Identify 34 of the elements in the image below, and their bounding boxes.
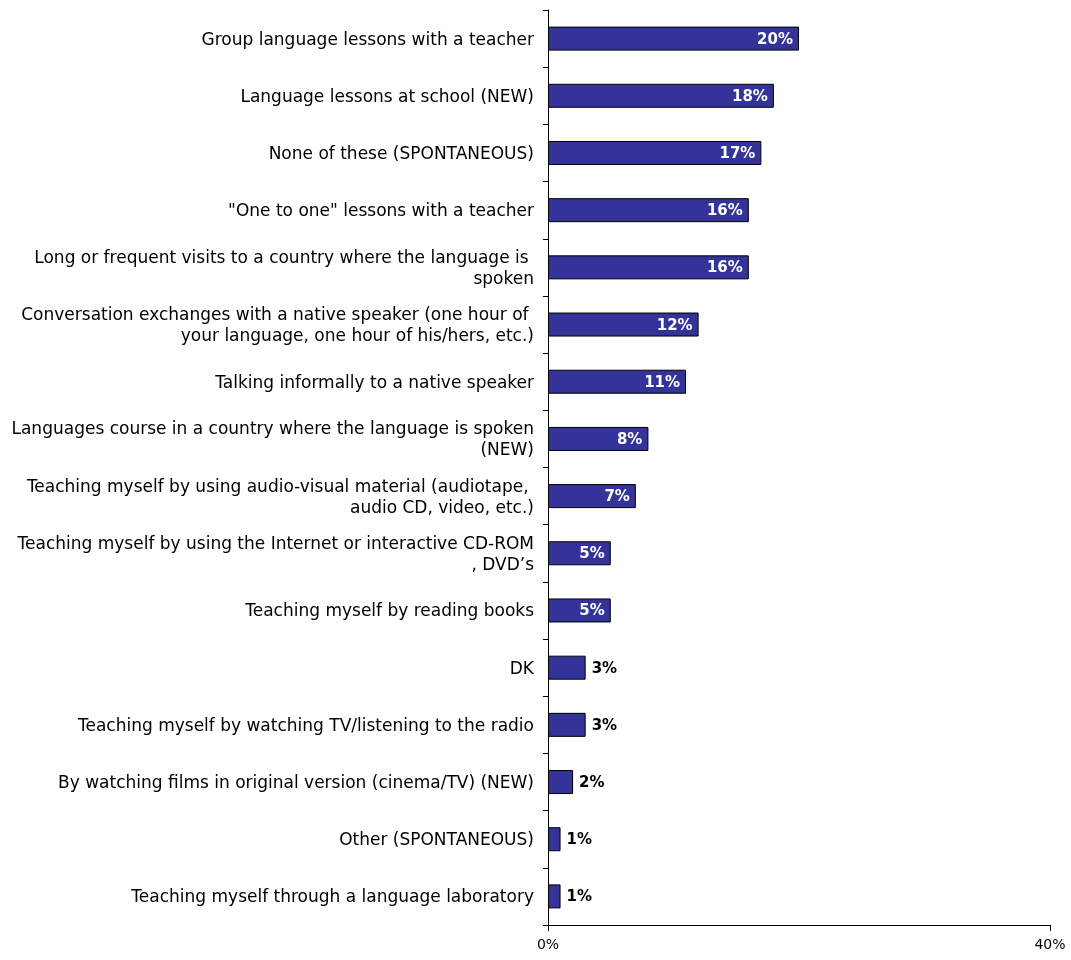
y-tick-label: DK (509, 657, 535, 678)
x-tick-label: 0% (536, 936, 560, 952)
data-label: 2% (579, 773, 605, 792)
y-tick-label: Conversation exchanges with a native speaker (one hour of your language, one hour of his/hers, etc.) (21, 304, 534, 346)
y-tick-label: Language lessons at school (NEW) (240, 85, 534, 106)
data-label: 11% (644, 372, 681, 391)
data-label: 1% (566, 830, 593, 849)
x-tick-label: 40% (1034, 936, 1066, 952)
data-label: 3% (591, 658, 618, 677)
y-tick-label: Teaching myself through a language laboratory (130, 886, 534, 907)
data-label: 12% (656, 315, 693, 334)
y-tick-label: Teaching myself by watching TV/listening to the radio (76, 714, 534, 735)
y-tick-label: Teaching myself by reading books (244, 600, 535, 621)
y-tick-label: Languages course in a country where the language is spoken (NEW) (11, 418, 534, 460)
data-label: 18% (731, 86, 768, 105)
y-tick-label: By watching films in original version (cinema/TV) (NEW) (58, 772, 534, 793)
y-tick-label: Talking informally to a native speaker (214, 371, 535, 392)
y-tick-label: Teaching myself by using audio-visual material (audiotape, audio CD, video, etc.) (25, 475, 534, 517)
y-tick-label: Other (SPONTANEOUS) (339, 829, 534, 850)
y-tick-label: Long or frequent visits to a country where the language is spoken (34, 246, 534, 288)
data-label: 8% (616, 429, 643, 448)
data-label: 1% (566, 887, 593, 906)
data-label: 7% (604, 487, 630, 506)
data-label: 17% (719, 143, 756, 162)
data-label: 16% (706, 201, 743, 220)
data-label: 5% (579, 544, 605, 563)
y-tick-label: Group language lessons with a teacher (201, 28, 534, 49)
data-label: 5% (579, 601, 605, 620)
data-label: 20% (757, 29, 793, 48)
y-tick-label: "One to one" lessons with a teacher (228, 200, 534, 221)
y-tick-label: Teaching myself by using the Internet or interactive CD-ROM, DVD’s (16, 532, 535, 574)
y-tick-label: None of these (SPONTANEOUS) (268, 142, 534, 163)
data-label: 16% (706, 258, 743, 277)
data-label: 3% (591, 715, 618, 734)
